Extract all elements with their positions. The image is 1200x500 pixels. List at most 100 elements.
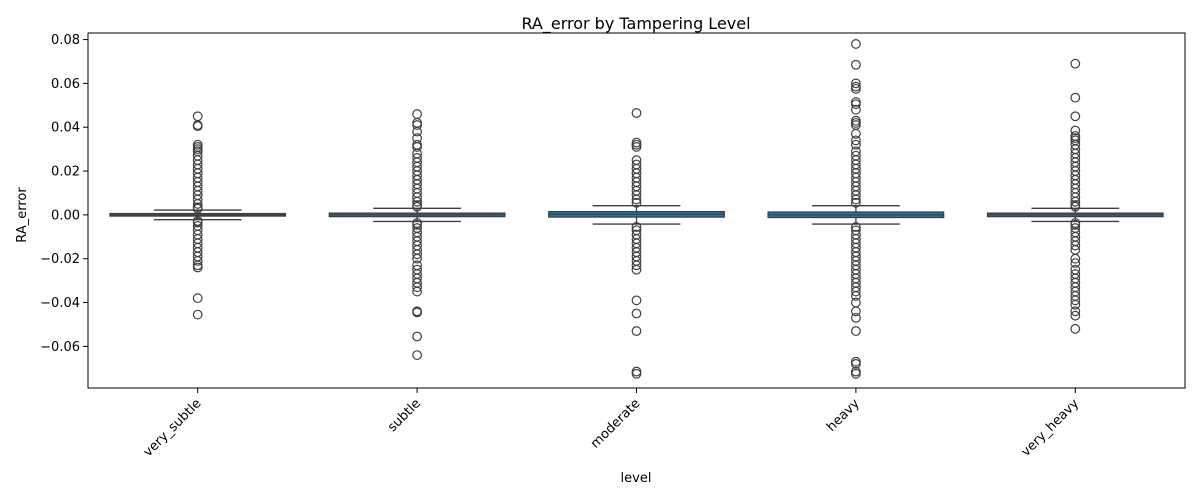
x-axis-label: level <box>621 471 652 486</box>
y-tick-label: 0.00 <box>51 208 80 223</box>
outlier-point <box>412 282 423 293</box>
outlier-point <box>192 262 203 273</box>
y-axis: −0.06 −0.04 −0.02 0.00 0.02 0.04 0.06 0.08 <box>40 33 88 355</box>
outlier-point <box>1070 219 1081 230</box>
outlier-point <box>412 331 423 342</box>
outlier-point <box>412 253 423 264</box>
outlier-point <box>631 326 642 336</box>
y-tick-label: −0.02 <box>40 252 80 267</box>
outlier-point <box>1070 192 1081 203</box>
outlier-point <box>412 192 423 203</box>
x-tick-label-subtle: subtle <box>385 396 424 435</box>
outlier-point <box>1070 310 1081 321</box>
outlier-point <box>1070 58 1081 69</box>
outlier-point <box>412 307 423 318</box>
x-tick-label-moderate: moderate <box>588 396 643 451</box>
outlier-point <box>631 197 642 208</box>
outlier-point <box>1070 92 1081 103</box>
outlier-point <box>1070 201 1081 212</box>
outlier-point <box>1070 240 1081 251</box>
outlier-point <box>631 264 642 275</box>
y-tick-label: −0.04 <box>40 296 80 311</box>
outlier-point <box>1070 258 1081 268</box>
outlier-point <box>412 196 423 207</box>
outlier-point <box>851 291 861 301</box>
outlier-point <box>851 358 861 369</box>
outlier-point <box>412 109 423 119</box>
outlier-point <box>851 139 861 150</box>
outlier-point <box>412 350 423 361</box>
x-tick-label-very_subtle: very_subtle <box>141 396 205 460</box>
outlier-point <box>192 194 203 205</box>
outlier-point <box>1070 125 1081 136</box>
x-axis: very_subtle subtle moderate heavy very_heavy <box>141 388 1083 460</box>
plot-frame <box>87 32 1186 389</box>
outlier-point <box>412 201 423 212</box>
outlier-point <box>851 222 861 232</box>
outlier-point <box>851 128 861 139</box>
outlier-point <box>851 59 861 70</box>
outlier-point <box>412 219 423 230</box>
x-tick-label-very_heavy: very_heavy <box>1019 396 1083 460</box>
outlier-point <box>192 111 203 122</box>
outlier-point <box>851 368 861 379</box>
outlier-point <box>851 104 861 115</box>
outlier-point <box>851 78 861 89</box>
y-tick-label: 0.08 <box>51 33 80 48</box>
outlier-point <box>1070 306 1081 317</box>
outlier-point <box>1070 196 1081 207</box>
y-axis-label: RA_error <box>15 187 30 243</box>
outlier-point <box>412 142 423 152</box>
outlier-point <box>412 120 423 130</box>
outlier-point <box>851 286 861 297</box>
outlier-point <box>412 126 423 137</box>
outlier-point <box>631 295 642 306</box>
outlier-point <box>192 199 203 209</box>
box-group-heavy <box>767 39 945 379</box>
outlier-point <box>631 260 642 271</box>
outlier-point <box>631 222 642 232</box>
outlier-point <box>851 99 861 110</box>
box-group-very_subtle <box>109 111 287 320</box>
outlier-point <box>1070 111 1081 122</box>
outlier-point <box>851 312 861 323</box>
outlier-point <box>631 194 642 205</box>
outlier-point <box>631 368 642 379</box>
outlier-point <box>412 286 423 297</box>
outlier-point <box>412 249 423 260</box>
outlier-point <box>851 297 861 308</box>
outlier-point <box>631 308 642 319</box>
outlier-point <box>851 326 861 336</box>
y-tick-label: 0.06 <box>51 77 80 92</box>
x-tick-label-heavy: heavy <box>824 396 863 435</box>
outlier-point <box>192 256 203 266</box>
outlier-point <box>851 190 861 201</box>
outlier-point <box>851 306 861 317</box>
outlier-point <box>851 39 861 49</box>
box-group-moderate <box>548 108 725 379</box>
outlier-point <box>192 121 203 132</box>
box-group-subtle <box>328 109 506 361</box>
outlier-point <box>1070 253 1081 264</box>
y-tick-label: 0.04 <box>51 121 80 136</box>
outlier-point <box>192 293 203 304</box>
outlier-point <box>1070 323 1081 334</box>
outlier-point <box>851 135 861 146</box>
outlier-point <box>851 197 861 208</box>
y-tick-label: 0.02 <box>51 165 80 180</box>
outlier-point <box>851 83 861 94</box>
outlier-point <box>192 203 203 214</box>
outlier-point <box>851 194 861 205</box>
box-group-very_heavy <box>986 58 1164 334</box>
outlier-point <box>192 309 203 320</box>
chart-title: RA_error by Tampering Level <box>521 14 750 34</box>
outlier-point <box>631 108 642 118</box>
outlier-point <box>631 142 642 152</box>
y-tick-label: −0.06 <box>40 340 80 355</box>
outlier-point <box>192 217 203 228</box>
outlier-point <box>631 190 642 201</box>
outlier-point <box>1070 299 1081 310</box>
outlier-point <box>1070 295 1081 306</box>
plot-area <box>109 39 1164 379</box>
